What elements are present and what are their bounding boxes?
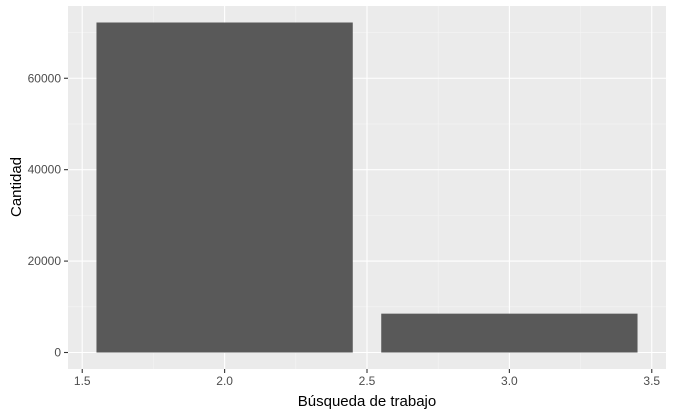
x-tick-label: 2.0 [216, 374, 233, 388]
bar [381, 313, 638, 353]
bar [96, 22, 353, 353]
x-tick-label: 3.0 [501, 374, 518, 388]
y-tick-label: 20000 [28, 254, 62, 268]
y-tick-label: 40000 [28, 163, 62, 177]
y-axis-title: Cantidad [8, 157, 25, 217]
x-axis-title: Búsqueda de trabajo [298, 393, 436, 410]
x-tick-label: 3.5 [643, 374, 660, 388]
x-tick-label: 1.5 [74, 374, 91, 388]
bars [96, 22, 638, 353]
x-axis: 1.5 2.0 2.5 3.0 3.5 [74, 369, 660, 388]
y-tick-label: 60000 [28, 71, 62, 85]
x-tick-label: 2.5 [359, 374, 376, 388]
y-axis: 0 20000 40000 60000 [28, 71, 68, 360]
y-tick-label: 0 [54, 346, 61, 360]
